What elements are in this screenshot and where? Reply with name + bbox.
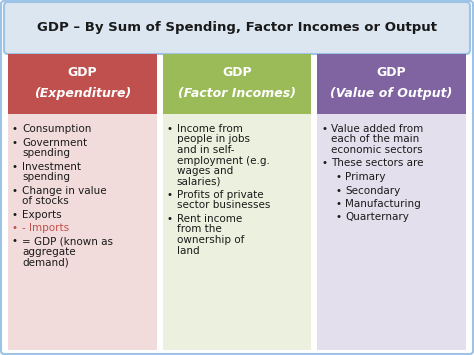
Text: •: •	[335, 213, 341, 223]
Bar	[317, 54, 466, 114]
Text: spending: spending	[22, 148, 70, 158]
Text: •: •	[12, 186, 18, 196]
Text: GDP: GDP	[377, 66, 407, 78]
Text: Profits of private: Profits of private	[177, 190, 263, 200]
Text: •: •	[12, 162, 18, 171]
Text: •: •	[335, 172, 341, 182]
Text: (Expenditure): (Expenditure)	[34, 87, 131, 100]
Text: each of the main: each of the main	[331, 135, 419, 144]
Text: Consumption: Consumption	[22, 124, 91, 134]
Text: - Imports: - Imports	[22, 223, 69, 233]
Text: people in jobs: people in jobs	[177, 135, 250, 144]
Text: •: •	[167, 214, 173, 224]
Text: GDP – By Sum of Spending, Factor Incomes or Output: GDP – By Sum of Spending, Factor Incomes…	[37, 22, 437, 34]
Text: land: land	[177, 246, 199, 256]
Text: Primary: Primary	[346, 172, 386, 182]
Text: = GDP (known as: = GDP (known as	[22, 236, 113, 246]
Text: Manufacturing: Manufacturing	[346, 199, 421, 209]
Text: sector businesses: sector businesses	[177, 201, 270, 211]
Text: wages and: wages and	[177, 166, 233, 176]
Bar	[317, 114, 466, 350]
Text: (Factor Incomes): (Factor Incomes)	[178, 87, 296, 100]
Text: salaries): salaries)	[177, 176, 221, 186]
Text: and in self-: and in self-	[177, 145, 234, 155]
Text: Investment: Investment	[22, 162, 81, 171]
Text: •: •	[12, 209, 18, 219]
Bar	[8, 114, 157, 350]
Text: •: •	[321, 158, 328, 169]
Bar	[8, 54, 157, 114]
Text: •: •	[321, 124, 328, 134]
Text: These sectors are: These sectors are	[331, 158, 424, 169]
Text: •: •	[167, 124, 173, 134]
Text: •: •	[12, 223, 18, 233]
Text: from the: from the	[177, 224, 221, 235]
Text: •: •	[12, 236, 18, 246]
Text: (Value of Output): (Value of Output)	[330, 87, 453, 100]
Bar	[163, 54, 311, 114]
Text: Exports: Exports	[22, 209, 62, 219]
Text: ownership of: ownership of	[177, 235, 244, 245]
Text: demand): demand)	[22, 257, 69, 268]
Text: Rent income: Rent income	[177, 214, 242, 224]
Text: economic sectors: economic sectors	[331, 145, 423, 155]
Text: Secondary: Secondary	[346, 186, 401, 196]
Text: spending: spending	[22, 172, 70, 182]
Text: aggregate: aggregate	[22, 247, 76, 257]
Text: Change in value: Change in value	[22, 186, 107, 196]
Text: Quarternary: Quarternary	[346, 213, 409, 223]
Bar	[163, 114, 311, 350]
Text: employment (e.g.: employment (e.g.	[177, 155, 270, 165]
Text: Value added from: Value added from	[331, 124, 424, 134]
FancyBboxPatch shape	[4, 2, 470, 54]
Text: •: •	[12, 124, 18, 134]
Text: of stocks: of stocks	[22, 196, 69, 206]
Text: Income from: Income from	[177, 124, 243, 134]
Text: Government: Government	[22, 137, 87, 147]
Text: GDP: GDP	[67, 66, 97, 78]
Text: •: •	[335, 186, 341, 196]
Text: GDP: GDP	[222, 66, 252, 78]
Text: •: •	[335, 199, 341, 209]
Text: •: •	[167, 190, 173, 200]
Text: •: •	[12, 137, 18, 147]
